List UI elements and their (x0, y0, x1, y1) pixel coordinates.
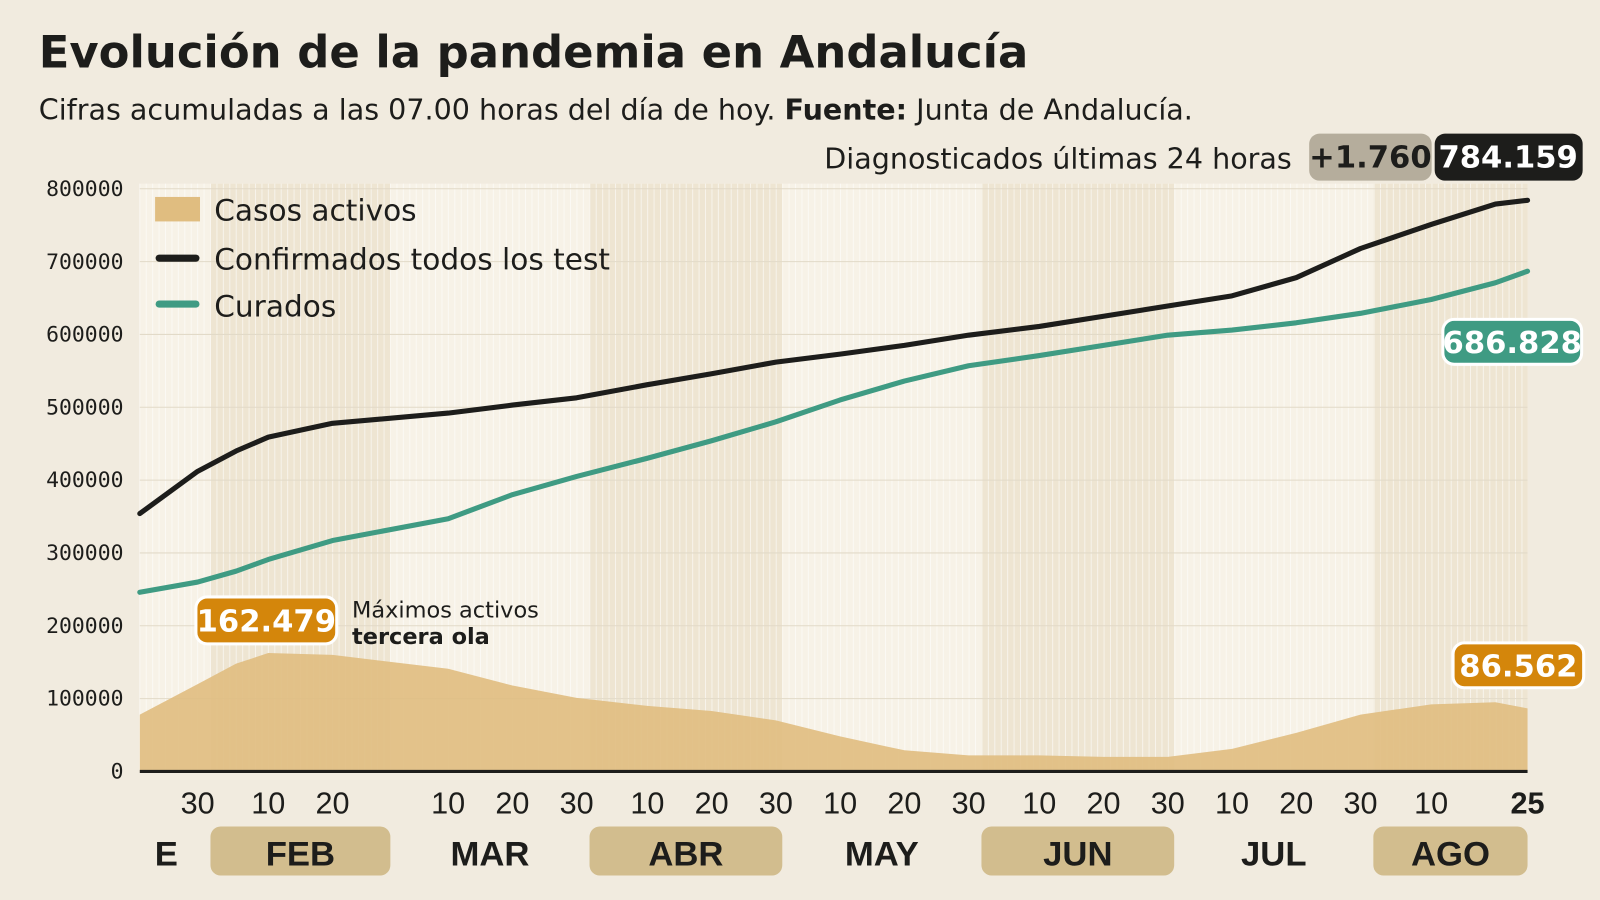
x-tick-label: 30 (759, 786, 793, 820)
total-badge (1434, 133, 1583, 181)
month-label: MAY (845, 835, 919, 873)
legend-label-activos: Casos activos (214, 193, 416, 227)
month-label-box (1373, 826, 1528, 876)
delta-badge (1309, 133, 1432, 181)
x-tick-label: 20 (1086, 786, 1120, 820)
y-tick-label: 0 (111, 760, 124, 785)
month-label: MAR (450, 835, 529, 873)
x-tick-label: 30 (560, 786, 594, 820)
activos-last-badge (1451, 641, 1586, 690)
plot-area: E FEB MAR ABR MAY JUN JUL AGO 0 100000 200000 30000… (46, 177, 1545, 876)
x-tick-label: 20 (887, 786, 921, 820)
activos-max-value: 162.479 (197, 605, 336, 640)
x-tick-label: 10 (1414, 786, 1448, 820)
y-tick-label: 700000 (46, 250, 123, 275)
x-tick-label: 20 (316, 786, 350, 820)
total-value: 784.159 (1438, 140, 1577, 175)
annotation-line1: Máximos activos (352, 597, 539, 623)
x-tick-label: 10 (431, 786, 465, 820)
y-tick-label: 300000 (46, 541, 123, 566)
month-label: JUL (1241, 835, 1307, 873)
legend-label-curados: Curados (214, 289, 336, 323)
month-label: FEB (266, 835, 335, 873)
x-tick-label: 20 (695, 786, 729, 820)
x-tick-label: 30 (1151, 786, 1185, 820)
y-tick-label: 400000 (46, 468, 123, 493)
x-tick-label: 25 (1511, 786, 1545, 820)
y-tick-label: 600000 (46, 323, 123, 348)
y-tick-label: 800000 (46, 177, 123, 202)
month-label-box (210, 826, 391, 876)
y-tick-label: 100000 (46, 687, 123, 712)
x-tick-label: 30 (952, 786, 986, 820)
x-tick-label: 10 (251, 786, 285, 820)
y-tick-label: 200000 (46, 614, 123, 639)
last24-label: Diagnosticados últimas 24 horas (824, 141, 1292, 175)
activos-last-value: 86.562 (1459, 650, 1577, 685)
x-tick-label: 20 (1279, 786, 1313, 820)
month-band (981, 183, 1175, 772)
x-tick-label: 10 (630, 786, 664, 820)
legend-swatch-activos (155, 196, 200, 222)
annotation-line2: tercera ola (352, 624, 490, 650)
delta-value: +1.760 (1309, 140, 1431, 175)
x-tick-label: 10 (1215, 786, 1249, 820)
curados-value: 686.828 (1443, 326, 1582, 361)
x-tick-label: 30 (181, 786, 215, 820)
y-tick-label: 500000 (46, 395, 123, 420)
activos-max-badge (194, 595, 339, 646)
x-tick-label: 10 (1022, 786, 1056, 820)
month-label: AGO (1411, 835, 1490, 873)
x-tick-label: 10 (823, 786, 857, 820)
chart-title: Evolución de la pandemia en Andalucía (39, 25, 1029, 78)
month-label-box (981, 826, 1175, 876)
legend-label-confirmados: Confirmados todos los test (214, 242, 610, 276)
month-label: ABR (648, 835, 723, 873)
curados-badge (1441, 317, 1584, 366)
x-tick-label: 20 (495, 786, 529, 820)
chart-subtitle: Cifras acumuladas a las 07.00 horas del … (39, 92, 1193, 126)
month-label-box (589, 826, 783, 876)
series-area-casos-activos (139, 653, 1528, 772)
month-label: E (155, 835, 178, 873)
month-label: JUN (1043, 835, 1112, 873)
x-tick-label: 30 (1343, 786, 1377, 820)
